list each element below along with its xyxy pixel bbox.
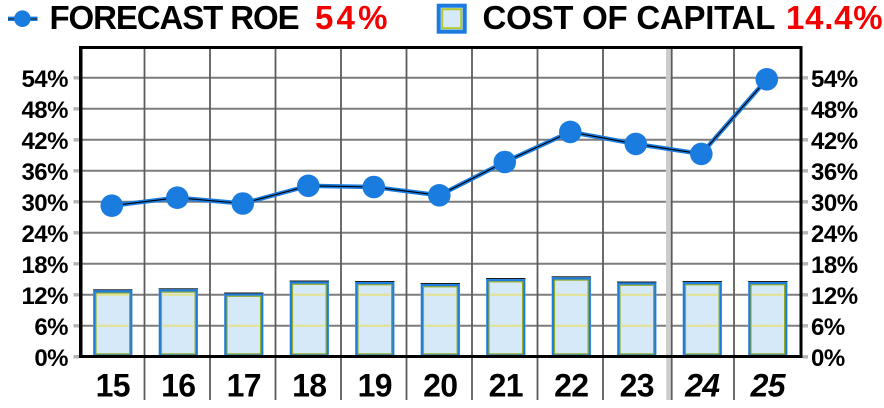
svg-text:48%: 48%	[21, 97, 68, 124]
svg-text:21: 21	[489, 368, 523, 404]
svg-text:16: 16	[161, 368, 195, 404]
svg-text:18%: 18%	[21, 252, 68, 279]
svg-text:22: 22	[554, 368, 588, 404]
svg-text:54%: 54%	[21, 66, 68, 93]
svg-text:FORECAST ROE: FORECAST ROE	[50, 0, 299, 36]
svg-text:30%: 30%	[811, 190, 858, 217]
svg-text:0%: 0%	[34, 345, 68, 372]
svg-text:6%: 6%	[811, 314, 845, 341]
svg-text:23: 23	[620, 368, 654, 404]
svg-text:12%: 12%	[811, 283, 858, 310]
svg-text:12%: 12%	[21, 283, 68, 310]
svg-text:54%: 54%	[811, 66, 858, 93]
svg-text:24%: 24%	[21, 221, 68, 248]
svg-text:30%: 30%	[21, 190, 68, 217]
svg-text:COST OF CAPITAL: COST OF CAPITAL	[483, 0, 776, 36]
svg-text:42%: 42%	[21, 128, 68, 155]
svg-text:24%: 24%	[811, 221, 858, 248]
svg-text:25: 25	[750, 368, 787, 404]
svg-text:54%: 54%	[315, 0, 391, 36]
svg-text:20: 20	[423, 368, 457, 404]
svg-text:36%: 36%	[811, 159, 858, 186]
svg-text:42%: 42%	[811, 128, 858, 155]
svg-text:15: 15	[96, 368, 130, 404]
svg-text:48%: 48%	[811, 97, 858, 124]
svg-text:36%: 36%	[21, 159, 68, 186]
svg-text:24: 24	[684, 368, 720, 404]
svg-text:17: 17	[227, 368, 261, 404]
svg-text:0%: 0%	[811, 345, 845, 372]
svg-text:18: 18	[292, 368, 326, 404]
svg-text:6%: 6%	[34, 314, 68, 341]
svg-text:19: 19	[358, 368, 392, 404]
svg-text:18%: 18%	[811, 252, 858, 279]
svg-text:14.4%: 14.4%	[786, 0, 883, 36]
